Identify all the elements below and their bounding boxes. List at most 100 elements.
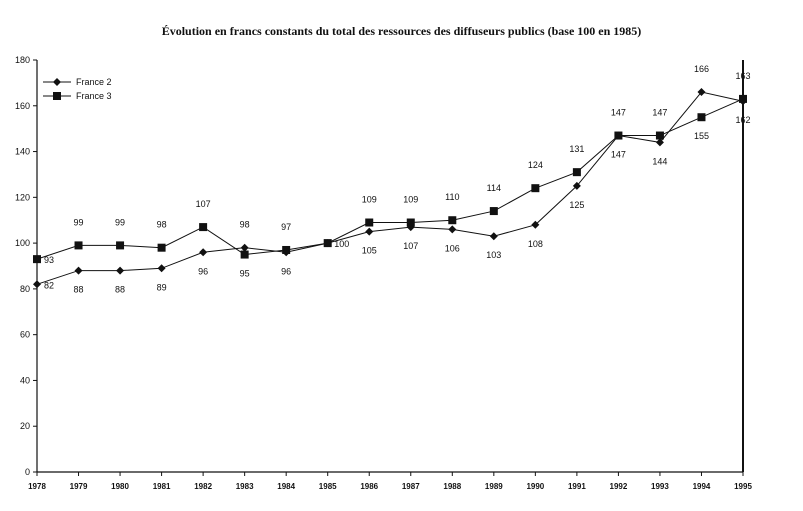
x-tick-label: 1984 [277,482,295,491]
data-label: 96 [281,266,291,276]
y-tick-label: 140 [15,147,30,157]
data-label: 108 [528,239,543,249]
data-point [489,207,498,216]
y-tick-label: 20 [20,421,30,431]
data-point [697,113,706,122]
series-line-france-2 [36,91,744,285]
data-label: 131 [569,144,584,154]
data-label: 109 [362,195,377,205]
data-label: 155 [694,131,709,141]
data-label: 105 [362,246,377,256]
data-point [697,88,706,97]
data-label: 98 [157,220,167,230]
data-label: 98 [240,220,250,230]
x-tick-label: 1985 [319,482,337,491]
data-point [33,280,41,289]
data-point [116,241,125,250]
data-label: 147 [611,150,626,160]
data-label: 166 [694,64,709,74]
data-label: 107 [403,241,418,251]
x-tick-label: 1995 [734,482,752,491]
data-label: 163 [735,71,750,81]
data-point [531,184,540,193]
data-point [323,239,332,248]
data-point [614,131,623,140]
data-label: 109 [403,195,418,205]
data-label: 96 [198,266,208,276]
data-label: 89 [157,282,167,292]
x-tick-label: 1989 [485,482,503,491]
data-label: 162 [735,115,750,125]
data-point [531,220,540,229]
y-tick-label: 120 [15,192,30,202]
data-label: 99 [115,217,125,227]
y-tick-label: 160 [15,101,30,111]
data-label: 100 [334,239,349,249]
data-label: 88 [74,285,84,295]
data-point [572,168,581,177]
x-tick-label: 1981 [153,482,171,491]
data-point [240,250,249,259]
data-point [655,131,664,140]
x-tick-label: 1983 [236,482,254,491]
data-point [157,243,166,252]
x-tick-label: 1988 [443,482,461,491]
data-label: 114 [487,183,501,193]
legend-label: France 3 [76,91,112,101]
x-tick-label: 1990 [526,482,544,491]
x-tick-label: 1987 [402,482,420,491]
x-tick-label: 1993 [651,482,669,491]
data-label: 103 [486,250,501,260]
legend-marker [53,92,61,100]
data-point [739,94,747,103]
x-tick-label: 1991 [568,482,586,491]
data-point [572,181,581,190]
data-point [33,255,41,264]
data-label: 82 [44,280,54,290]
y-tick-label: 80 [20,284,30,294]
data-point [365,218,374,227]
x-tick-label: 1986 [360,482,378,491]
data-point [448,216,457,225]
data-point [116,266,125,275]
data-label: 95 [240,269,250,279]
data-label: 147 [611,108,626,118]
data-point [240,243,249,252]
data-point [365,227,374,236]
data-label: 99 [74,217,84,227]
data-label: 147 [652,108,667,118]
data-label: 97 [281,222,291,232]
x-tick-label: 1982 [194,482,212,491]
data-point [199,223,208,232]
x-tick-label: 1994 [693,482,711,491]
data-point [157,264,166,273]
data-label: 107 [196,199,211,209]
y-tick-label: 100 [15,238,30,248]
y-tick-label: 180 [15,55,30,65]
data-label: 144 [652,156,667,166]
data-point [199,248,208,257]
x-tick-label: 1980 [111,482,129,491]
data-label: 124 [528,160,543,170]
y-tick-label: 60 [20,330,30,340]
data-point [655,138,664,147]
data-point [406,218,415,227]
data-label: 93 [44,255,54,265]
data-label: 110 [445,192,459,202]
chart-title: Évolution en francs constants du total d… [161,24,642,38]
series-line-france-3 [36,98,744,260]
data-point [448,225,457,234]
data-label: 88 [115,285,125,295]
data-point [282,245,291,254]
data-label: 125 [569,200,584,210]
y-tick-label: 0 [25,467,30,477]
legend-label: France 2 [76,77,112,87]
legend-marker [53,78,61,86]
x-tick-label: 1978 [28,482,46,491]
data-label: 106 [445,243,460,253]
y-tick-label: 40 [20,375,30,385]
data-point [74,266,83,275]
x-tick-label: 1979 [70,482,88,491]
data-point [74,241,83,250]
